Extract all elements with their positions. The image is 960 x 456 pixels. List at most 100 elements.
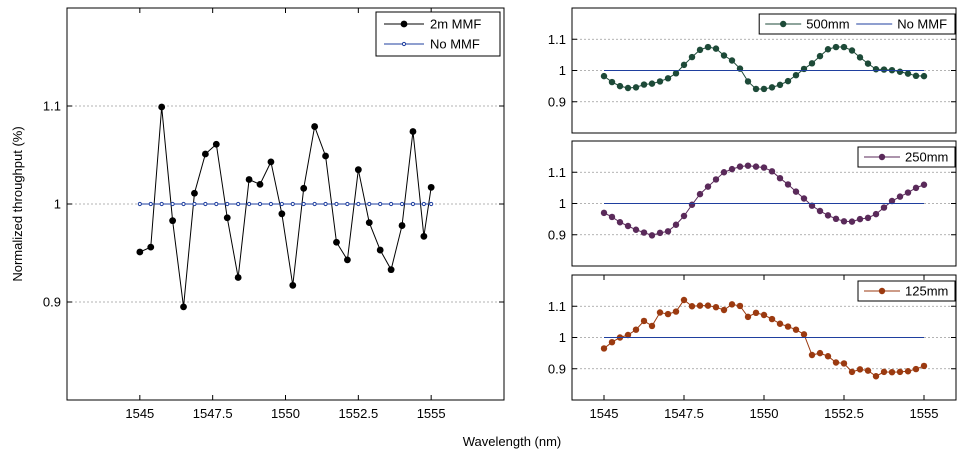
panel-left-series-no-mmf-point <box>137 201 142 207</box>
panel-left-series-no-mmf-point <box>345 201 350 207</box>
panel-right-top-legend-label: 500mm <box>806 17 849 32</box>
panel-right-middle-series-250mm-point <box>792 188 800 195</box>
panel-left-series-no-mmf-point <box>203 201 208 207</box>
panel-left-series-no-mmf-point <box>170 201 175 207</box>
panel-right-bottom-series-125mm-point <box>688 303 696 310</box>
panel-left-xtick-label: 1552.5 <box>338 406 378 421</box>
panel-right-middle-series-250mm-point <box>600 209 608 217</box>
panel-left-series-no-mmf-point <box>257 201 263 207</box>
panel-left-series-no-mmf-point <box>225 201 230 207</box>
panel-right-top-series-500mm-point <box>808 60 816 67</box>
x-axis-label: Wavelength (nm) <box>463 434 562 449</box>
panel-right-bottom-series-125mm-point <box>840 360 848 367</box>
panel-right-middle-series-250mm-point <box>832 215 840 223</box>
panel-right-bottom-series-125mm-point <box>728 301 736 308</box>
panel-right-bottom-series-125mm-point <box>888 368 896 376</box>
panel-right-top-series-500mm-point <box>632 84 640 91</box>
panel-left-series-no-mmf-point <box>399 201 405 207</box>
panel-right-bottom-series-125mm-point <box>720 306 728 314</box>
panel-left-series-2m-mmf-point <box>158 103 166 111</box>
panel-right-middle-series-250mm-point <box>800 195 808 202</box>
panel-right-middle-ytick-label: 1.1 <box>548 165 566 180</box>
panel-right-bottom-series-125mm-point <box>672 308 680 315</box>
panel-right-bottom-series-125mm-point <box>800 331 808 338</box>
panel-left-xtick-label: 1545 <box>125 406 154 421</box>
panel-right-middle-legend-label: 250mm <box>905 150 948 165</box>
panel-right-bottom-series-125mm-point <box>632 326 640 333</box>
panel-right-middle-series-250mm-point <box>808 202 816 209</box>
panel-right-middle-series-250mm-point <box>896 193 904 200</box>
panel-right-top-series-500mm-point <box>776 81 784 89</box>
panel-left-series-2m-mmf-point <box>256 181 264 188</box>
panel-left-series-no-mmf-point <box>181 201 186 207</box>
panel-left-series-2m-mmf-point <box>278 210 286 218</box>
panel-left-series-2m-mmf-point <box>409 128 417 135</box>
panel-right-middle-series-250mm-point <box>784 181 792 188</box>
panel-right-middle-series-250mm-point <box>616 219 624 226</box>
panel-right-middle-series-250mm-point <box>640 229 648 236</box>
panel-right-bottom-series-125mm-point <box>784 323 792 330</box>
panel-left-series-2m-mmf-point <box>201 150 209 158</box>
panel-left-series-no-mmf-point <box>214 201 219 207</box>
panel-right-middle-series-250mm-point <box>824 212 832 219</box>
panel-right-middle-series-250mm-point <box>880 204 888 211</box>
panel-left-series-2m-mmf-line <box>139 106 432 307</box>
panel-left-series-no-mmf-point <box>367 201 372 207</box>
panel-left-series-no-mmf-point <box>246 201 252 207</box>
panel-right-bottom-xtick-label: 1555 <box>910 406 939 421</box>
panel-left-series-2m-mmf-point <box>398 222 406 229</box>
panel-right-middle-series-250mm-point <box>840 218 848 225</box>
panel-left-series-no-mmf-point <box>410 201 416 207</box>
panel-left-series-2m-mmf-point <box>245 176 253 183</box>
panel-right-top-series-500mm-point <box>608 78 616 86</box>
panel-right-middle: 0.9 1 1.1 250mm <box>548 140 957 267</box>
panel-right-bottom-series-125mm-point <box>912 365 920 373</box>
panel-right-bottom-series-125mm-point <box>624 331 632 339</box>
panel-right-middle-series-250mm-point <box>904 189 912 196</box>
panel-right-bottom-series-125mm-point <box>704 302 712 309</box>
panel-left-series-no-mmf-point <box>268 201 274 207</box>
panel-right-top-series-500mm-point <box>688 53 696 61</box>
panel-right-bottom: 0.9 1 1.1 1545 1547.5 1550 1552.5 1555 125mm <box>548 274 957 421</box>
panel-right-bottom-series-125mm-point <box>808 351 816 359</box>
panel-right-middle-series-250mm-point <box>728 165 736 173</box>
panel-right-top-series-500mm-point <box>912 72 920 80</box>
panel-right-bottom-series-125mm-point <box>768 315 776 323</box>
panel-left-series-no-mmf-point <box>279 201 284 207</box>
panel-left-ytick-label: 1 <box>54 197 61 212</box>
panel-left-series-2m-mmf-point <box>289 281 297 289</box>
panel-right-middle-series-250mm-point <box>632 226 640 233</box>
panel-right-top-series-500mm-point <box>664 75 672 82</box>
panel-left-series-no-mmf-point <box>192 201 197 207</box>
panel-right-bottom-xtick-label: 1552.5 <box>824 406 864 421</box>
panel-left: 0.9 1 1.1 1545 1547.5 1550 1552.5 1555 2m MMF No… <box>43 7 505 421</box>
panel-left-series-2m-mmf-point <box>322 152 329 160</box>
panel-right-top-series-500mm-point <box>704 43 712 51</box>
panel-right-top-legend-marker <box>780 20 787 28</box>
panel-right-bottom-series-125mm-point <box>656 309 664 316</box>
panel-right-top-ytick-label: 0.9 <box>548 94 566 109</box>
panel-right-top-series-500mm-point <box>792 71 800 79</box>
panel-left-series-2m-mmf-point <box>365 219 373 227</box>
panel-right-middle-series-250mm-point <box>672 221 680 228</box>
panel-right-bottom-series-125mm-point <box>760 311 768 319</box>
panel-left-series-2m-mmf-point <box>147 243 155 251</box>
panel-right-middle-series-250mm-point <box>656 229 664 237</box>
panel-right-bottom-series-125mm-point <box>824 353 832 360</box>
panel-right-bottom-series-125mm-point <box>608 338 616 346</box>
panel-right-bottom-legend <box>857 280 956 302</box>
panel-left-xtick-label: 1550 <box>271 406 300 421</box>
panel-right-top-series-500mm-point <box>904 70 912 77</box>
panel-left-series-2m-mmf-point <box>376 246 384 254</box>
panel-left-ytick-label: 0.9 <box>43 295 61 310</box>
panel-right-middle-series-250mm-point <box>664 228 672 235</box>
panel-right-bottom-series-125mm-point <box>896 368 904 376</box>
panel-right-top-series-500mm-point <box>872 66 880 73</box>
panel-right-top-series-500mm-point <box>768 84 776 91</box>
panel-left-series-2m-mmf-point <box>212 140 220 148</box>
y-axis-label: Normalized throughput (%) <box>10 126 25 281</box>
panel-right-top-series-500mm-point <box>728 57 736 64</box>
panel-left-series-no-mmf-point <box>356 201 361 207</box>
panel-left-series-no-mmf-point <box>378 201 383 207</box>
panel-right-bottom-series-125mm-point <box>600 345 608 352</box>
